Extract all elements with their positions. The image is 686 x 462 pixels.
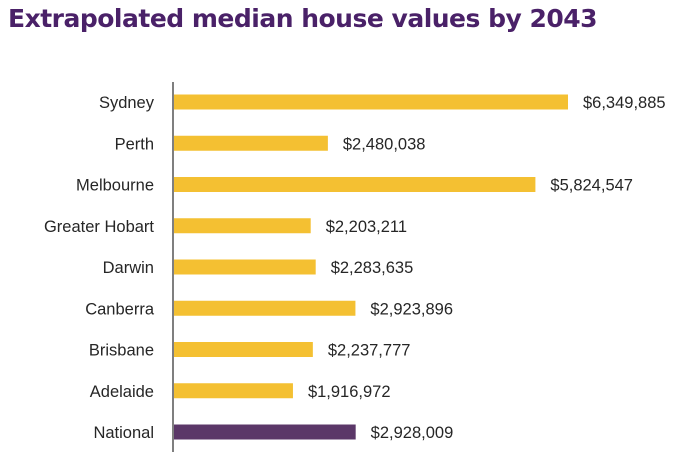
bar-sydney <box>174 94 568 110</box>
category-label-national: National <box>93 424 154 442</box>
bar-national <box>174 424 356 440</box>
category-label-brisbane: Brisbane <box>89 342 154 360</box>
bar-canberra <box>174 300 356 316</box>
category-label-melbourne: Melbourne <box>76 177 154 195</box>
value-label-adelaide: $1,916,972 <box>308 383 391 401</box>
value-label-sydney: $6,349,885 <box>583 94 666 112</box>
category-label-greater-hobart: Greater Hobart <box>44 218 154 236</box>
value-label-perth: $2,480,038 <box>343 135 426 153</box>
bar-melbourne <box>174 177 536 192</box>
value-label-canberra: $2,923,896 <box>370 300 453 318</box>
value-label-brisbane: $2,237,777 <box>328 342 411 360</box>
category-label-perth: Perth <box>115 135 154 153</box>
bar-darwin <box>174 259 316 275</box>
value-label-melbourne: $5,824,547 <box>550 177 633 195</box>
bar-greater-hobart <box>174 218 311 234</box>
bar-perth <box>174 135 328 151</box>
bar-brisbane <box>174 342 313 357</box>
value-label-darwin: $2,283,635 <box>331 259 414 277</box>
category-label-adelaide: Adelaide <box>90 383 154 401</box>
category-label-darwin: Darwin <box>103 259 154 277</box>
bar-adelaide <box>174 383 293 399</box>
category-label-sydney: Sydney <box>99 94 155 112</box>
value-label-national: $2,928,009 <box>371 424 454 442</box>
value-label-greater-hobart: $2,203,211 <box>326 218 407 236</box>
category-label-canberra: Canberra <box>85 300 155 318</box>
chart-title: Extrapolated median house values by 2043 <box>8 4 598 33</box>
